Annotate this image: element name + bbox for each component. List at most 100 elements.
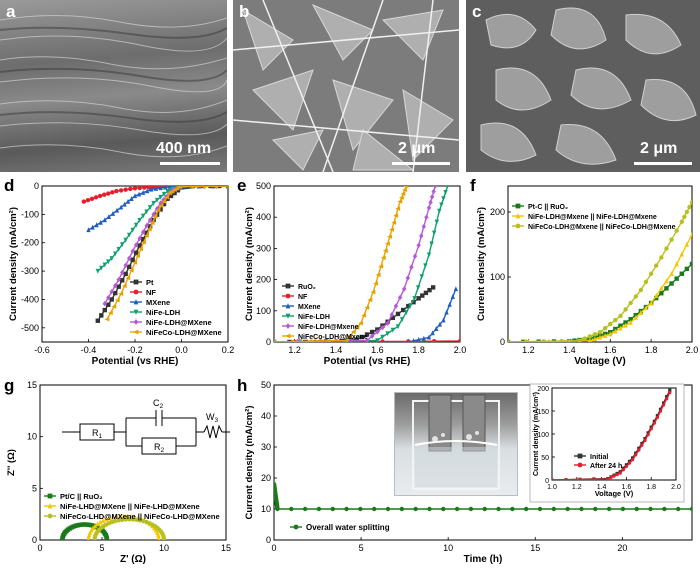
data-point — [415, 285, 421, 291]
x-tick-label: 0 — [271, 543, 276, 553]
data-point — [225, 186, 228, 188]
data-point — [123, 187, 128, 192]
series-5 — [274, 186, 409, 342]
data-point — [378, 264, 384, 269]
y-axis-label: Current density (mA/cm²) — [244, 405, 255, 519]
sem-image-a — [0, 0, 227, 172]
data-point — [618, 471, 622, 475]
data-point — [510, 506, 515, 512]
data-point — [428, 199, 433, 206]
data-point — [627, 459, 632, 463]
data-point — [343, 338, 349, 342]
data-point — [640, 441, 644, 446]
y-axis-label: Current density (mA/cm²) — [244, 207, 255, 321]
data-point — [427, 506, 432, 512]
data-point — [409, 264, 414, 270]
x-tick-label: 1.4 — [597, 484, 607, 491]
data-point — [618, 313, 623, 319]
data-point — [421, 335, 427, 341]
data-point — [390, 315, 396, 321]
chart-f: 1.2 1.4 1.6 1.8 2.0 0 100 200 Voltage (V) Current… — [476, 185, 698, 367]
data-point — [662, 403, 666, 407]
legend: RuO₂ NF MXene NiFe-LDH NiFe-LDH@Mxene NiFeCo-… — [282, 283, 368, 341]
data-point — [176, 186, 182, 190]
data-point — [437, 208, 442, 214]
y-tick-label: -400 — [21, 294, 39, 304]
data-point — [669, 237, 674, 242]
data-point — [406, 303, 411, 309]
data-point — [592, 332, 598, 337]
data-point — [86, 227, 91, 233]
warburg-element — [203, 424, 223, 439]
data-point — [623, 320, 628, 325]
y-tick-label: 100 — [256, 306, 271, 316]
data-point — [431, 188, 436, 195]
data-point — [402, 187, 407, 193]
data-point — [523, 339, 529, 342]
data-point — [133, 242, 139, 248]
data-point — [405, 275, 411, 281]
inset-frame — [529, 383, 685, 503]
data-point — [423, 290, 429, 296]
series-1 — [508, 232, 692, 342]
data-point — [634, 451, 638, 455]
data-point — [689, 200, 692, 205]
x-tick-label: 5 — [99, 543, 104, 553]
data-point — [364, 305, 370, 310]
legend-entry: NiFeCo-LHD@MXene || NiFeCo-LHD@MXene — [60, 512, 220, 521]
data-point — [559, 338, 564, 342]
data-point — [140, 229, 146, 235]
data-point — [135, 253, 141, 259]
data-point — [395, 206, 401, 211]
data-point — [137, 243, 142, 248]
data-point — [654, 295, 659, 301]
x-tick-label: 20 — [617, 543, 627, 553]
legend-marker — [285, 323, 291, 329]
data-point — [659, 285, 664, 291]
data-point — [427, 287, 432, 293]
data-point — [587, 338, 592, 342]
legend-entry: NiFe-LDH@Mxene — [298, 324, 359, 331]
data-point — [146, 227, 152, 232]
data-point — [112, 518, 118, 524]
data-point — [615, 472, 619, 477]
data-point — [172, 190, 177, 196]
y-tick-label: -100 — [21, 209, 39, 219]
x-tick-label: 10 — [159, 543, 169, 553]
panel-label-h: h — [237, 376, 248, 395]
data-point — [155, 207, 161, 213]
data-point — [587, 334, 592, 339]
data-point — [77, 522, 83, 528]
series-line — [274, 186, 407, 342]
data-point — [430, 330, 435, 336]
data-point — [134, 517, 139, 522]
data-point — [385, 506, 391, 512]
data-point — [655, 414, 659, 418]
circuit-labels: R1 C2 R2 W3 — [92, 398, 219, 454]
data-point — [420, 293, 425, 298]
data-point — [537, 506, 543, 512]
y-tick-label: 15 — [27, 380, 37, 390]
data-point — [158, 194, 163, 200]
data-point — [97, 193, 103, 199]
x-tick-label: 1.6 — [604, 345, 617, 355]
data-point — [426, 205, 432, 211]
legend-entry: Initial — [590, 454, 608, 461]
sem-image-b — [233, 0, 459, 172]
data-point — [397, 199, 403, 204]
data-point — [552, 478, 554, 480]
data-point — [125, 198, 131, 204]
data-point — [113, 282, 118, 289]
data-point — [82, 522, 87, 527]
data-point — [144, 230, 149, 235]
data-point — [161, 201, 167, 207]
data-point — [536, 339, 541, 342]
data-point — [106, 259, 111, 265]
x-axis-label: Potential (vs RHE) — [92, 356, 179, 367]
data-point — [123, 271, 128, 277]
chart-h-inset: 1.0 1.2 1.4 1.6 1.8 2.0 0 50 100 150 200 Voltage (V… — [529, 383, 685, 503]
data-point — [347, 333, 353, 339]
data-point — [412, 296, 417, 302]
data-point — [161, 199, 167, 204]
data-point — [684, 241, 690, 247]
